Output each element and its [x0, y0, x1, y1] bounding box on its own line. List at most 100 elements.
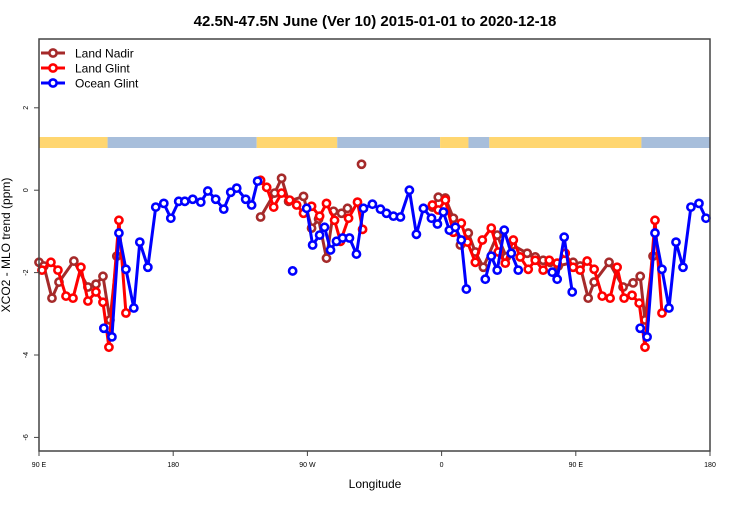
data-point-ocean-glint [486, 251, 497, 262]
data-point-ocean-glint [480, 274, 491, 285]
x-tick-label: 180 [704, 462, 716, 469]
data-point-ocean-glint [158, 198, 169, 209]
x-tick-label: 180 [167, 462, 179, 469]
data-point-ocean-glint [240, 194, 251, 205]
data-point-land-glint [291, 200, 302, 210]
data-point-land-nadir [47, 293, 57, 304]
data-point-ocean-glint [187, 194, 198, 205]
data-point-ocean-glint [319, 222, 330, 233]
data-point-land-glint [440, 195, 451, 205]
data-point-land-glint [477, 235, 488, 245]
data-point-land-glint [114, 215, 124, 226]
data-point-ocean-glint [664, 303, 674, 313]
data-point-ocean-glint [552, 274, 563, 285]
data-point-ocean-glint [150, 202, 161, 212]
series-land-glint [37, 175, 667, 353]
data-point-ocean-glint [642, 331, 652, 342]
y-tick-label: -2 [23, 269, 30, 275]
data-point-land-glint [91, 287, 101, 297]
data-point-land-glint [284, 195, 295, 205]
data-point-land-nadir [91, 279, 101, 290]
data-point-land-glint [104, 342, 114, 353]
data-point-land-glint [634, 298, 645, 308]
data-point-ocean-glint [121, 264, 131, 275]
data-point-land-glint [538, 265, 549, 276]
y-axis: 2 0 -2 -4 -6 [23, 106, 39, 441]
data-point-land-nadir [583, 293, 594, 304]
map-strip-land-segment [440, 137, 469, 148]
y-tick-label: -6 [23, 434, 30, 440]
x-axis-label: Longitude [349, 477, 402, 491]
data-point-land-nadir [276, 173, 287, 184]
x-tick-label: 90 E [569, 462, 584, 469]
data-point-ocean-glint [314, 230, 325, 241]
legend-item-land-nadir: Land Nadir [41, 47, 134, 61]
data-point-land-glint [508, 235, 519, 245]
data-point-ocean-glint [513, 265, 524, 276]
data-point-ocean-glint [650, 228, 660, 238]
data-point-land-glint [314, 211, 325, 222]
data-point-land-glint [640, 342, 650, 353]
y-tick-label: 2 [23, 106, 30, 110]
data-point-ocean-glint [426, 213, 437, 224]
data-point-ocean-glint [179, 196, 190, 207]
data-point-ocean-glint [114, 228, 124, 238]
data-point-land-glint [523, 264, 534, 275]
legend-label: Ocean Glint [75, 77, 139, 91]
data-point-land-glint [276, 188, 287, 198]
legend-marker [48, 48, 58, 58]
data-point-ocean-glint [246, 200, 257, 210]
plot-frame [38, 38, 711, 452]
data-point-land-nadir [98, 271, 108, 282]
data-point-ocean-glint [657, 264, 667, 275]
series-line-land-glint [431, 198, 664, 349]
data-point-ocean-glint [287, 266, 298, 276]
chart-title: 42.5N-47.5N June (Ver 10) 2015-01-01 to … [194, 13, 557, 30]
data-point-ocean-glint [671, 237, 681, 248]
data-point-land-nadir [68, 256, 79, 266]
data-point-land-glint [321, 198, 332, 209]
data-point-ocean-glint [694, 198, 704, 209]
data-point-ocean-glint [367, 199, 378, 210]
data-point-ocean-glint [461, 284, 472, 294]
data-point-land-nadir [255, 212, 266, 222]
series-ocean-glint [98, 176, 711, 342]
data-point-ocean-glint [559, 232, 570, 243]
data-point-land-nadir [478, 262, 489, 273]
data-point-land-glint [352, 197, 363, 208]
y-axis-label: XCO2 - MLO trend (ppm) [0, 178, 13, 313]
data-point-ocean-glint [165, 213, 176, 224]
data-point-ocean-glint [98, 323, 109, 334]
legend-label: Land Nadir [75, 47, 134, 61]
data-point-land-glint [329, 215, 340, 226]
map-strip-land-segment [489, 137, 642, 148]
data-point-ocean-glint [107, 331, 117, 342]
data-point-land-nadir [298, 191, 309, 202]
x-tick-label: 90 W [299, 462, 316, 469]
data-point-land-glint [427, 200, 438, 210]
data-point-ocean-glint [547, 267, 558, 278]
data-point-land-nadir [342, 203, 353, 214]
data-point-land-glint [530, 255, 541, 266]
data-point-ocean-glint [499, 225, 510, 236]
data-point-land-glint [612, 262, 623, 273]
map-strip-land-segment [256, 137, 338, 148]
data-point-ocean-glint [195, 197, 206, 208]
data-point-land-nadir [604, 257, 614, 268]
data-point-land-nadir [321, 253, 332, 264]
data-point-ocean-glint [344, 233, 355, 243]
y-tick-label: -4 [23, 352, 30, 358]
data-point-ocean-glint [418, 203, 429, 214]
y-tick-label: 0 [23, 188, 30, 192]
data-point-land-glint [76, 262, 86, 273]
map-strip [39, 137, 710, 148]
data-point-ocean-glint [411, 229, 422, 240]
data-point-land-glint [470, 257, 481, 268]
legend-label: Land Glint [75, 62, 130, 76]
data-point-ocean-glint [325, 245, 336, 255]
data-point-land-glint [515, 252, 526, 262]
data-point-ocean-glint [142, 262, 153, 273]
data-point-land-glint [121, 308, 131, 318]
data-point-ocean-glint [301, 203, 312, 214]
